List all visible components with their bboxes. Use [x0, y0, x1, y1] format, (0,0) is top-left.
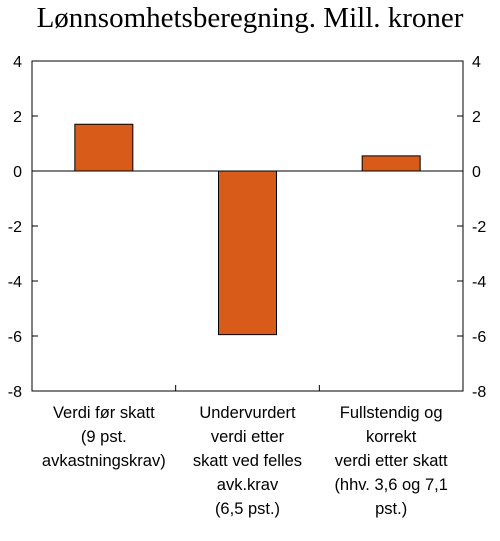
y-tick-label-left: -4	[8, 274, 22, 291]
bar	[74, 123, 134, 172]
y-tick-label-left: 0	[13, 164, 22, 181]
bar	[361, 155, 421, 172]
x-category-label: pst.)	[375, 500, 407, 518]
y-tick-label-right: -4	[472, 274, 486, 291]
y-tick-label-left: -6	[8, 329, 22, 346]
x-category-label: (hhv. 3,6 og 7,1	[334, 476, 447, 494]
x-category-label: skatt ved felles	[193, 452, 302, 470]
x-category-label: avkastningskrav)	[42, 452, 166, 470]
y-tick-label-right: 2	[472, 109, 481, 126]
x-category-label: korrekt	[366, 428, 417, 446]
y-tick-label-left: 2	[13, 109, 22, 126]
x-category-label: (9 pst.	[81, 428, 127, 446]
x-category-label: avk.krav	[217, 476, 279, 494]
y-tick-label-left: -2	[8, 219, 22, 236]
x-category-label: (6,5 pst.)	[215, 500, 280, 518]
x-category-label: Undervurdert	[199, 404, 296, 422]
x-category-label: Fullstendig og	[340, 404, 443, 422]
y-tick-label-right: 0	[472, 164, 481, 181]
y-tick-label-right: -2	[472, 219, 486, 236]
x-category-label: verdi etter skatt	[335, 452, 448, 470]
y-tick-label-right: 4	[472, 54, 481, 71]
bar	[218, 170, 277, 336]
chart-title: Lønnsomhetsberegning. Mill. kroner	[36, 2, 464, 34]
y-tick-label-left: 4	[13, 54, 22, 71]
y-tick-label-right: -8	[472, 384, 486, 401]
y-tick-label-right: -6	[472, 329, 486, 346]
y-tick-label-left: -8	[8, 384, 22, 401]
x-category-label: verdi etter	[211, 428, 285, 446]
x-category-label: Verdi før skatt	[53, 404, 155, 422]
